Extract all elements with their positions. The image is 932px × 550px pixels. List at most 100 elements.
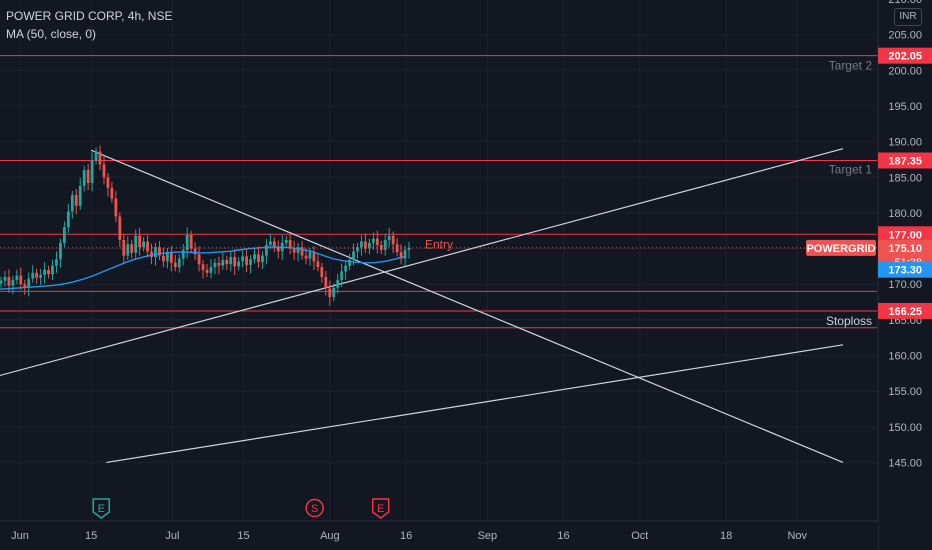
- ma-line: [0, 246, 877, 290]
- candle-body: [35, 272, 39, 278]
- event-marker-letter: S: [311, 503, 318, 515]
- candle-body: [352, 251, 355, 260]
- candle-body: [324, 277, 328, 289]
- candle-body: [340, 271, 344, 280]
- candle-body: [360, 241, 363, 248]
- candle-body: [379, 244, 383, 250]
- ma-value-box: [878, 261, 932, 278]
- level-price-box: [878, 226, 932, 243]
- candle-body: [264, 244, 268, 256]
- candle-body: [106, 177, 110, 188]
- candle-body: [375, 238, 379, 245]
- candle-body: [122, 239, 126, 256]
- level-label: Target 2: [829, 59, 873, 73]
- candle-body: [43, 269, 46, 275]
- y-tick-label: 170.00: [888, 279, 922, 291]
- y-axis[interactable]: 145.00150.00155.00160.00165.00170.00175.…: [806, 0, 932, 550]
- candle-body: [308, 252, 312, 259]
- symbol-title: POWER GRID CORP, 4h, NSE: [6, 9, 173, 23]
- candle-body: [31, 272, 35, 279]
- event-marker-icon: [371, 498, 390, 519]
- candle-body: [23, 284, 27, 288]
- candle-body: [312, 252, 316, 262]
- candle-body: [114, 198, 118, 217]
- y-tick-label: 160.00: [888, 351, 922, 363]
- x-axis-background: [0, 521, 878, 550]
- level-price-label: 202.05: [888, 51, 922, 63]
- candle-body: [367, 242, 371, 249]
- candle-body: [276, 246, 280, 252]
- level-label: Target 1: [829, 162, 873, 176]
- candle-body: [229, 257, 233, 265]
- trendline: [0, 148, 844, 377]
- x-tick-label: Aug: [320, 530, 340, 542]
- candle-body: [344, 265, 348, 272]
- candle-body: [245, 256, 248, 265]
- candle-body: [233, 257, 237, 267]
- candle-body: [126, 244, 130, 256]
- candle-body: [70, 195, 74, 212]
- candle-body: [364, 241, 367, 249]
- candle-body: [201, 264, 205, 270]
- candle-body: [169, 252, 173, 263]
- last-price-label: 175.10: [888, 243, 922, 255]
- candle-body: [86, 170, 90, 183]
- candles: [0, 145, 411, 306]
- candle-body: [3, 277, 7, 281]
- x-tick-label: 16: [400, 530, 412, 542]
- symbol-tag-box: [806, 239, 876, 256]
- candle-body: [288, 239, 292, 249]
- candle-body: [237, 261, 241, 267]
- candle-body: [94, 151, 98, 161]
- candle-body: [185, 235, 189, 250]
- trendline: [90, 149, 844, 464]
- horizontal-levels: Target 2 Target 1 Entry Stoploss: [0, 55, 877, 329]
- candle-body: [316, 261, 320, 268]
- candle-body: [154, 247, 157, 258]
- candle-body: [134, 235, 138, 253]
- event-marker-letter: E: [98, 503, 105, 515]
- candle-body: [356, 247, 359, 252]
- candle-body: [11, 279, 15, 286]
- y-tick-label: 195.00: [888, 101, 922, 113]
- level-price-label: 177.00: [888, 229, 922, 241]
- grid: [0, 0, 877, 520]
- candle-body: [189, 235, 193, 249]
- earnings-split-marker-icon: [305, 498, 324, 518]
- x-tick-label: Oct: [631, 530, 648, 542]
- candle-body: [39, 274, 43, 278]
- candle-body: [205, 269, 209, 273]
- x-axis[interactable]: Jun 15 Jul 15 Aug 16 Sep 16 Oct 18 Nov: [0, 520, 878, 550]
- candle-body: [55, 259, 58, 266]
- y-tick-label: 145.00: [888, 457, 922, 469]
- currency-badge[interactable]: INR: [894, 8, 922, 26]
- candle-body: [162, 255, 165, 262]
- candle-body: [66, 211, 70, 228]
- candle-body: [59, 242, 62, 260]
- candle-body: [332, 287, 336, 298]
- candle-body: [391, 235, 395, 245]
- trendline: [106, 344, 844, 464]
- candle-body: [300, 247, 304, 256]
- level-price-label: 166.25: [888, 306, 922, 318]
- candle-body: [348, 259, 351, 266]
- candle-body: [217, 262, 221, 266]
- event-marker-icon: [92, 498, 111, 519]
- x-tick-label: 18: [720, 530, 732, 542]
- candle-body: [118, 216, 122, 240]
- candle-body: [130, 244, 134, 253]
- indicator-legend: MA (50, close, 0): [6, 27, 97, 41]
- y-tick-label: 150.00: [888, 422, 922, 434]
- candle-body: [47, 269, 50, 275]
- y-tick-label: 205.00: [888, 30, 922, 42]
- candle-body: [98, 151, 102, 165]
- ma-value-label: 173.30: [888, 265, 922, 277]
- y-tick-label: 180.00: [888, 208, 922, 220]
- candle-body: [261, 255, 264, 263]
- candle-body: [193, 248, 197, 255]
- candle-body: [272, 241, 276, 247]
- trendlines: [0, 148, 844, 464]
- candle-body: [138, 235, 142, 248]
- level-label: Entry: [425, 237, 453, 251]
